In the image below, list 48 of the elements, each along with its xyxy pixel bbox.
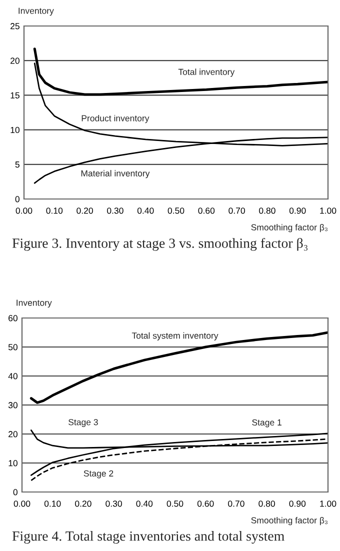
y-tick-label: 30 bbox=[8, 402, 18, 408]
x-tick-label: 0.90 bbox=[289, 500, 306, 507]
series-label: Material inventory bbox=[81, 170, 150, 178]
x-tick-label: 1.00 bbox=[320, 500, 336, 507]
x-axis-title: Smoothing factor β₃ bbox=[251, 224, 328, 232]
x-tick-label: 0.80 bbox=[259, 208, 276, 214]
x-tick-label: 0.50 bbox=[166, 500, 184, 507]
x-axis-title: Smoothing factor β₃ bbox=[251, 517, 328, 526]
y-tick-label: 5 bbox=[15, 162, 20, 168]
series-label: Total system inventory bbox=[132, 332, 218, 340]
x-tick-label: 0.60 bbox=[197, 500, 214, 507]
x-tick-label: 0.40 bbox=[136, 500, 153, 507]
x-tick-label: 0.60 bbox=[198, 208, 215, 214]
y-tick-label: 0 bbox=[15, 196, 20, 202]
x-tick-label: 0.10 bbox=[44, 500, 61, 507]
x-tick-label: 0.40 bbox=[137, 208, 154, 214]
x-tick-label: 0.30 bbox=[107, 208, 124, 214]
y-tick-label: 10 bbox=[10, 126, 20, 134]
x-tick-label: 0.70 bbox=[228, 500, 244, 507]
y-tick-label: 60 bbox=[8, 315, 18, 322]
x-tick-label: 0.70 bbox=[228, 208, 245, 214]
x-tick-label: 0.90 bbox=[289, 208, 306, 214]
y-tick-label: 50 bbox=[8, 344, 18, 350]
y-axis-title: Inventory bbox=[18, 8, 54, 16]
series-label: Product inventory bbox=[82, 114, 150, 124]
x-tick-label: 0.00 bbox=[14, 500, 30, 507]
x-tick-label: 1.00 bbox=[320, 208, 336, 214]
y-tick-label: 20 bbox=[10, 58, 20, 64]
x-tick-label: 0.30 bbox=[106, 500, 122, 507]
text: Stage 3 bbox=[68, 419, 98, 427]
y-tick-label: 40 bbox=[8, 373, 18, 380]
x-tick-label: 0.20 bbox=[76, 208, 93, 214]
series-label: Total inventory bbox=[178, 68, 235, 77]
caption: Figure 4. Total stage inventories and total system bbox=[12, 531, 284, 544]
y-tick-label: 10 bbox=[8, 460, 18, 466]
x-tick-label: 0.00 bbox=[16, 208, 32, 214]
y-tick-label: 20 bbox=[8, 431, 18, 438]
caption: Figure 3. Inventory at stage 3 vs. smoothing factor β₃ bbox=[12, 238, 308, 251]
y-axis-title: Inventory bbox=[16, 300, 52, 308]
series-label: Stage 2 bbox=[84, 470, 114, 478]
y-tick-label: 15 bbox=[10, 92, 20, 98]
y-tick-label: 0 bbox=[13, 489, 18, 496]
y-tick-label: 25 bbox=[10, 23, 20, 30]
x-tick-label: 0.80 bbox=[258, 500, 275, 507]
x-tick-label: 0.20 bbox=[75, 500, 92, 507]
series-label: Stage 1 bbox=[252, 419, 282, 428]
x-tick-label: 0.10 bbox=[46, 208, 63, 214]
x-tick-label: 0.50 bbox=[168, 208, 184, 214]
